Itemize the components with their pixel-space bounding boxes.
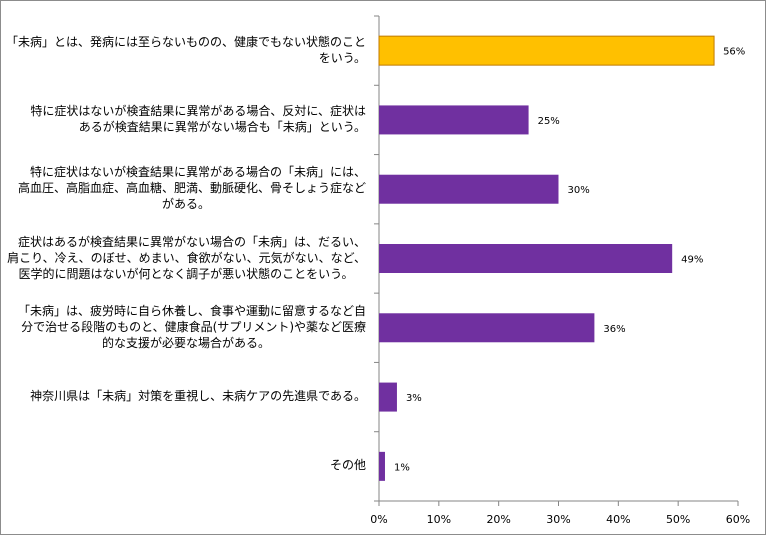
category-label-line: 神奈川県は「未病」対策を重視し、未病ケアの先進県である。 xyxy=(30,389,366,404)
category-label-line: 「未病」とは、発病には至らないものの、健康でもない状態のこと xyxy=(6,34,367,49)
data-label: 3% xyxy=(406,393,422,404)
data-label: 49% xyxy=(681,255,703,266)
x-tick-label: 0% xyxy=(370,513,387,526)
data-label: 56% xyxy=(723,47,745,58)
category-label: 症状はあるが検査結果に異常がない場合の「未病」は、だるい、 肩こり、冷え、のぼせ、… xyxy=(6,234,366,282)
category-label: 特に症状はないが検査結果に異常がある場合の「未病」には、 高血圧、高脂血症、高血糖… xyxy=(6,164,366,212)
x-tick-label: 40% xyxy=(606,513,630,526)
category-label: 「未病」とは、発病には至らないものの、健康でもない状態のこと をいう。 xyxy=(6,34,366,66)
category-label-line: をいう。 xyxy=(318,50,366,65)
category-label: 「未病」は、疲労時に自ら休養し、食事や運動に留意するなど自 分で治せる段階のものと… xyxy=(6,303,366,351)
category-label-line: 医学的に問題はないが何となく調子が悪い状態のことをいう。 xyxy=(18,266,354,281)
category-label-line: 分で治せる段階のものと、健康食品(サプリメント)や薬など医療 xyxy=(21,319,366,334)
data-label: 30% xyxy=(568,185,590,196)
category-label-line: 症状はあるが検査結果に異常がない場合の「未病」は、だるい、 xyxy=(17,234,366,249)
bar xyxy=(379,451,385,481)
category-label-line: 高血圧、高脂血症、高血糖、肥満、動脈硬化、骨そしょう症など xyxy=(17,181,366,196)
category-label: 神奈川県は「未病」対策を重視し、未病ケアの先進県である。 xyxy=(6,388,366,404)
data-label: 1% xyxy=(394,462,410,473)
bar xyxy=(379,244,673,273)
x-tick-label: 30% xyxy=(546,513,570,526)
category-label-line: あるが検査結果に異常がない場合も「未病」という。 xyxy=(78,119,366,134)
data-label: 36% xyxy=(603,324,625,335)
category-label-line: その他 xyxy=(329,458,366,473)
bar xyxy=(379,174,559,204)
x-tick-label: 50% xyxy=(666,513,690,526)
category-label-line: 特に症状はないが検査結果に異常がある場合の「未病」には、 xyxy=(29,165,366,180)
bar xyxy=(379,105,529,135)
category-label-line: 的な支援が必要な場合がある。 xyxy=(101,335,270,350)
bar xyxy=(379,313,595,343)
bar xyxy=(378,35,715,66)
x-tick-label: 60% xyxy=(726,513,750,526)
data-label: 25% xyxy=(538,116,560,127)
x-tick-label: 10% xyxy=(427,513,451,526)
category-label-line: がある。 xyxy=(161,197,210,212)
category-label-line: 肩こり、冷え、のぼせ、めまい、食欲がない、元気がない、など、 xyxy=(7,250,366,265)
category-label-line: 「未病」は、疲労時に自ら休養し、食事や運動に留意するなど自 xyxy=(17,303,366,318)
category-label: 特に症状はないが検査結果に異常がある場合、反対に、症状は あるが検査結果に異常がな… xyxy=(6,103,366,135)
x-tick-label: 20% xyxy=(486,513,510,526)
category-label-line: 特に症状はないが検査結果に異常がある場合、反対に、症状は xyxy=(30,103,366,118)
category-label: その他 xyxy=(6,457,366,473)
bar xyxy=(379,382,397,412)
